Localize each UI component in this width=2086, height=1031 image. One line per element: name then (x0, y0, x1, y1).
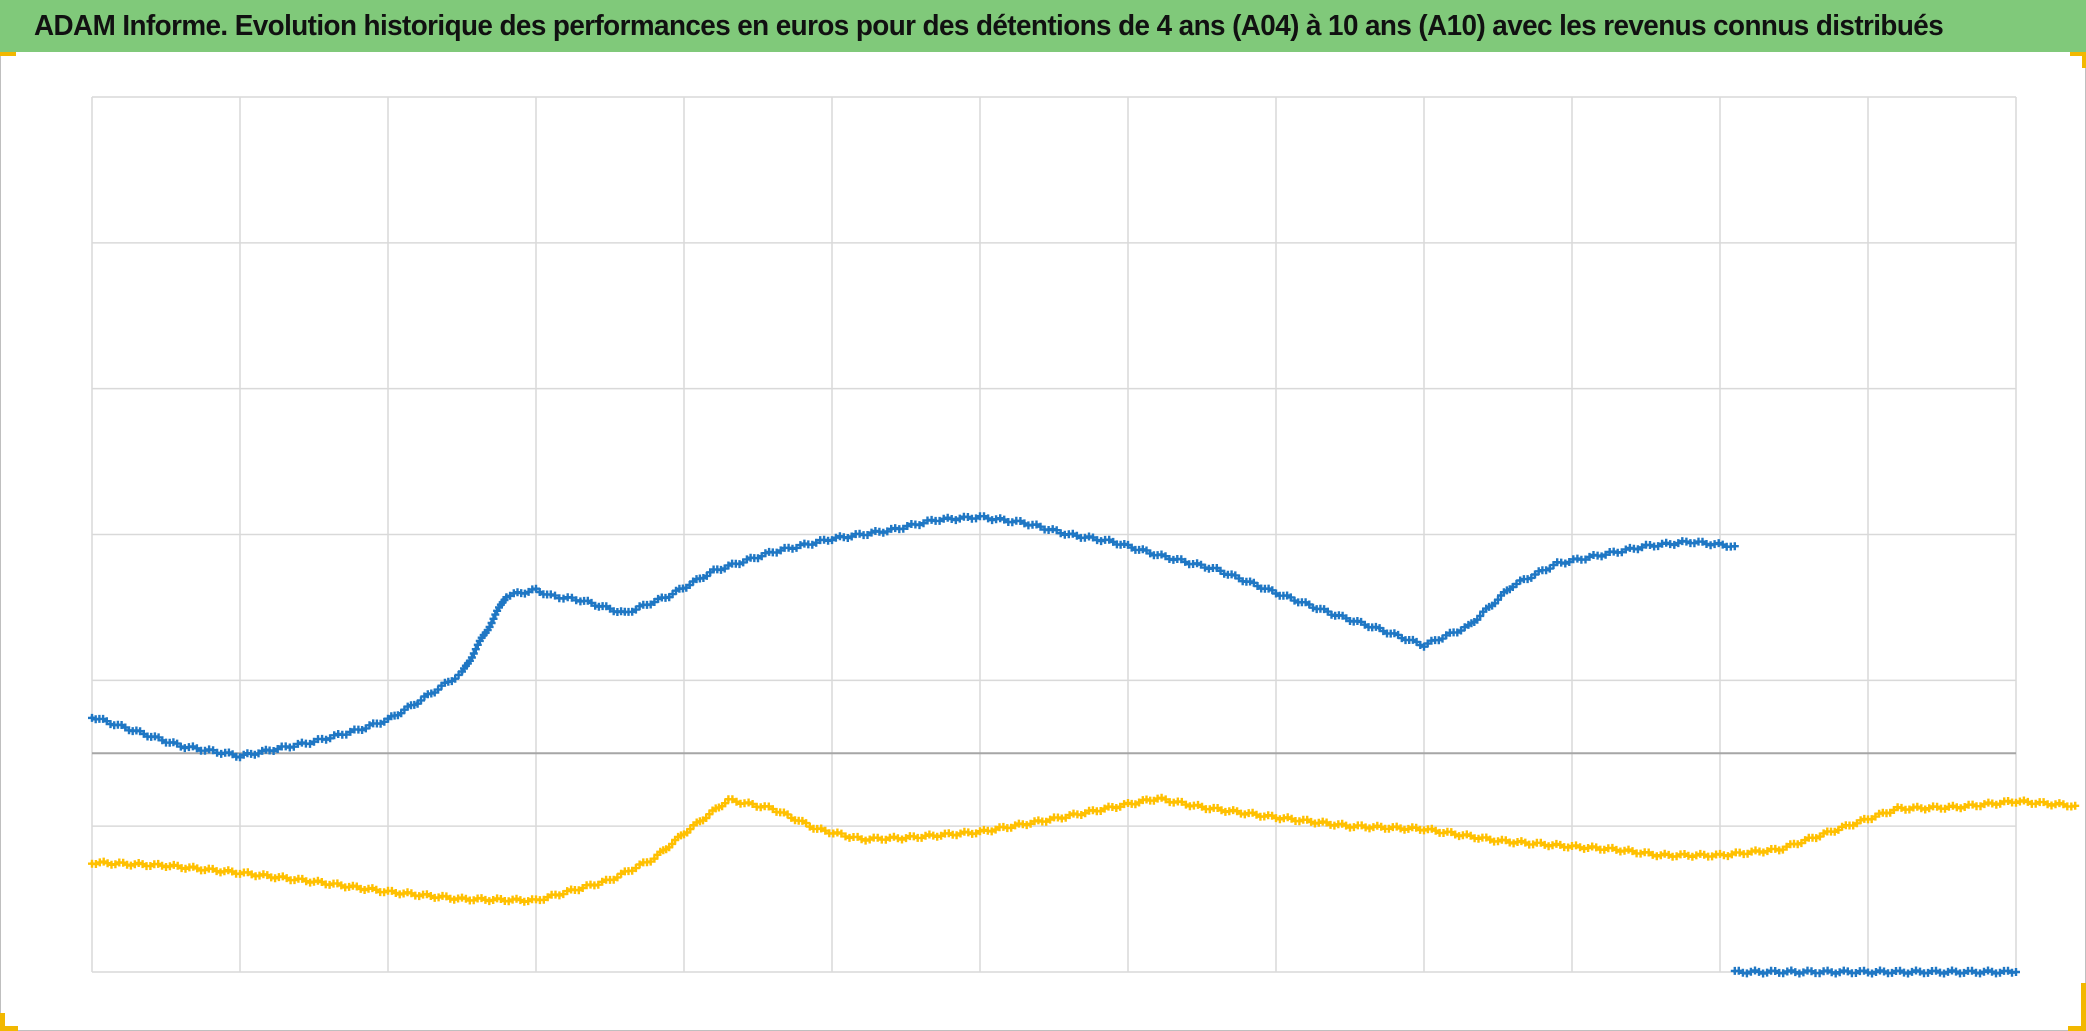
data-point (978, 830, 982, 834)
title-bar: ADAM Informe. Evolution historique des p… (0, 0, 2086, 52)
data-point (1156, 797, 1160, 800)
data-point (1718, 853, 1722, 857)
data-point (1659, 853, 1663, 857)
data-point (386, 718, 390, 722)
data-point (934, 518, 938, 522)
data-point (889, 528, 893, 532)
data-point (1555, 562, 1559, 566)
data-point (1866, 970, 1870, 974)
data-point (815, 827, 819, 831)
corner-accent-right-top (2082, 52, 2086, 68)
data-point (1274, 815, 1278, 819)
data-point (268, 748, 272, 752)
data-point (623, 611, 627, 615)
data-point (1126, 802, 1130, 806)
data-point (1511, 584, 1515, 587)
corner-accent-left-bottom (0, 1013, 5, 1031)
data-point (1644, 544, 1648, 548)
data-point (312, 880, 316, 884)
data-point (490, 620, 494, 624)
data-point (1600, 553, 1604, 557)
data-point (238, 871, 242, 875)
data-point (667, 594, 671, 598)
data-point (726, 798, 730, 802)
data-point (460, 671, 464, 675)
data-point (1733, 970, 1737, 974)
data-point (90, 715, 94, 719)
data-point (223, 751, 227, 755)
data-point (504, 594, 508, 598)
data-point (608, 878, 612, 882)
data-point (1688, 540, 1692, 544)
data-point (356, 728, 360, 732)
data-point (1378, 627, 1382, 631)
data-point (682, 832, 686, 835)
corner-accent-bottom-left (0, 1026, 18, 1031)
series-1 (88, 512, 1739, 762)
data-point (830, 537, 834, 541)
data-point (2014, 799, 2018, 803)
series-layer (88, 512, 2080, 978)
data-point (1215, 568, 1219, 571)
data-point (2073, 804, 2077, 808)
data-point (164, 864, 168, 867)
data-point (238, 754, 242, 758)
data-point (1777, 848, 1781, 851)
data-point (1496, 839, 1500, 843)
data-point (416, 700, 420, 704)
corner-accent-right-bottom (2081, 983, 2086, 1031)
data-point (312, 740, 316, 744)
data-point (549, 594, 553, 598)
data-point (1067, 533, 1071, 536)
chart-title: ADAM Informe. Evolution historique des p… (34, 9, 1944, 42)
data-point (1614, 848, 1618, 851)
data-point (90, 861, 94, 865)
series-markers (1730, 966, 2020, 978)
corner-accent-top-right (2070, 52, 2086, 56)
data-point (1111, 540, 1115, 544)
data-point (1733, 544, 1737, 548)
data-point (904, 836, 908, 840)
data-point (578, 598, 582, 602)
data-point (179, 744, 183, 748)
data-point (1348, 824, 1352, 828)
data-point (534, 899, 538, 902)
data-point (1274, 591, 1278, 595)
series-2 (88, 793, 2080, 906)
corner-accent-bottom-right (2068, 1026, 2086, 1031)
data-point (1422, 643, 1426, 647)
data-point (134, 729, 138, 733)
data-point (1333, 613, 1337, 617)
data-point (1955, 805, 1959, 809)
data-point (1200, 805, 1204, 809)
series-markers (88, 512, 1739, 762)
data-point (460, 897, 464, 901)
series-3 (1730, 966, 2020, 978)
data-point (1896, 807, 1900, 811)
data-point (1466, 624, 1470, 628)
corner-accent-top-left (0, 52, 16, 56)
data-point (771, 807, 775, 811)
data-point (860, 837, 864, 841)
data-point (386, 890, 390, 894)
data-point (2014, 970, 2018, 974)
grid-lines (91, 96, 2017, 973)
data-point (1422, 827, 1426, 831)
data-point (1156, 553, 1160, 557)
data-point (652, 856, 656, 860)
data-point (771, 550, 775, 554)
data-point (534, 588, 538, 592)
data-point (1022, 521, 1026, 525)
data-point (712, 569, 716, 573)
data-point (978, 515, 982, 519)
data-point (1052, 817, 1056, 821)
data-point (1570, 845, 1574, 849)
data-point (1836, 827, 1840, 831)
